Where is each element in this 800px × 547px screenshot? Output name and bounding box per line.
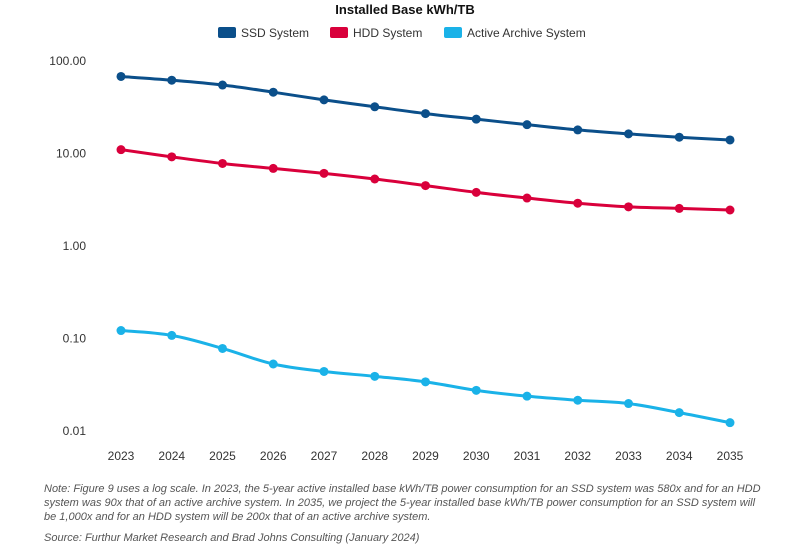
- chart-source: Source: Furthur Market Research and Brad…: [44, 532, 420, 544]
- data-point: [573, 125, 583, 135]
- legend-swatch: [444, 27, 462, 38]
- series-group: [116, 71, 735, 428]
- data-point: [725, 418, 735, 428]
- series-line: [119, 329, 732, 425]
- data-point: [116, 145, 126, 155]
- legend-swatch: [330, 27, 348, 38]
- data-point: [674, 203, 684, 213]
- x-tick-label: 2028: [361, 449, 388, 463]
- data-point: [725, 205, 735, 215]
- data-point: [268, 359, 278, 369]
- data-point: [116, 71, 126, 81]
- data-point: [471, 385, 481, 395]
- series-line: [119, 148, 732, 212]
- data-point: [370, 102, 380, 112]
- chart: Installed Base kWh/TB SSD System HDD Syst…: [49, 2, 744, 463]
- data-point: [421, 377, 430, 387]
- data-point: [167, 330, 177, 340]
- x-tick-label: 2035: [717, 449, 744, 463]
- data-point: [624, 129, 633, 139]
- x-tick-label: 2030: [463, 449, 490, 463]
- legend-label: HDD System: [353, 26, 422, 40]
- data-point: [624, 202, 633, 212]
- chart-note: Note: Figure 9 uses a log scale. In 2023…: [44, 483, 761, 523]
- data-point: [522, 120, 532, 130]
- x-tick-label: 2029: [412, 449, 439, 463]
- x-tick-label: 2034: [666, 449, 693, 463]
- x-tick-label: 2033: [615, 449, 642, 463]
- data-point: [725, 135, 735, 145]
- y-tick-label: 100.00: [49, 54, 86, 68]
- data-point: [624, 399, 633, 409]
- data-point: [471, 114, 481, 124]
- legend-label: Active Archive System: [467, 26, 586, 40]
- series-line: [119, 74, 732, 142]
- data-point: [218, 343, 227, 353]
- data-point: [522, 391, 532, 401]
- data-point: [319, 95, 329, 105]
- x-tick-label: 2025: [209, 449, 236, 463]
- y-tick-label: 0.10: [63, 332, 87, 346]
- data-point: [421, 181, 430, 191]
- x-tick-label: 2024: [158, 449, 185, 463]
- data-point: [116, 326, 126, 336]
- data-point: [218, 80, 227, 90]
- data-point: [573, 395, 583, 405]
- data-point: [218, 158, 227, 168]
- data-point: [319, 168, 329, 178]
- x-tick-label: 2027: [311, 449, 338, 463]
- y-tick-label: 0.01: [63, 424, 87, 438]
- legend-swatch: [218, 27, 236, 38]
- data-point: [471, 187, 481, 197]
- chart-title: Installed Base kWh/TB: [335, 2, 474, 17]
- x-tick-label: 2026: [260, 449, 287, 463]
- data-point: [167, 75, 177, 85]
- x-tick-label: 2023: [108, 449, 135, 463]
- data-point: [268, 87, 278, 97]
- data-point: [370, 174, 380, 184]
- data-point: [674, 408, 684, 418]
- x-tick-label: 2032: [564, 449, 591, 463]
- x-tick-label: 2031: [514, 449, 541, 463]
- legend-label: SSD System: [241, 26, 309, 40]
- data-point: [573, 198, 583, 208]
- data-point: [319, 366, 329, 376]
- x-axis: 2023 2024 2025 2026 2027 2028 2029 2030 2031 2032…: [108, 449, 744, 463]
- data-point: [370, 371, 380, 381]
- data-point: [421, 109, 430, 119]
- data-point: [674, 132, 684, 142]
- data-point: [522, 193, 532, 203]
- y-tick-label: 1.00: [63, 239, 87, 253]
- y-tick-label: 10.00: [56, 147, 86, 161]
- legend: SSD System HDD System Active Archive Syste…: [218, 26, 586, 40]
- data-point: [268, 163, 278, 173]
- data-point: [167, 152, 177, 162]
- y-axis: 100.00 10.00 1.00 0.10 0.01: [49, 54, 86, 438]
